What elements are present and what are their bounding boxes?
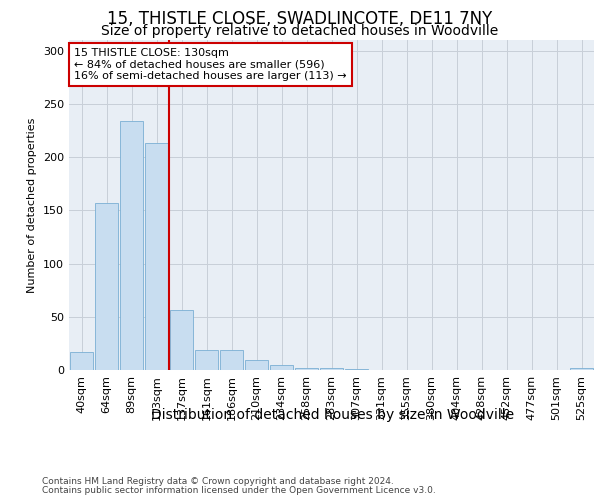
Bar [269, 364, 293, 370]
Text: Distribution of detached houses by size in Woodville: Distribution of detached houses by size … [151, 408, 515, 422]
Bar [194, 350, 218, 370]
Text: 15, THISTLE CLOSE, SWADLINCOTE, DE11 7NY: 15, THISTLE CLOSE, SWADLINCOTE, DE11 7NY [107, 10, 493, 28]
Bar [320, 368, 343, 370]
Text: Contains public sector information licensed under the Open Government Licence v3: Contains public sector information licen… [42, 486, 436, 495]
Bar [95, 203, 118, 370]
Bar [119, 121, 143, 370]
Bar [145, 144, 169, 370]
Bar [220, 350, 244, 370]
Text: 15 THISTLE CLOSE: 130sqm
← 84% of detached houses are smaller (596)
16% of semi-: 15 THISTLE CLOSE: 130sqm ← 84% of detach… [74, 48, 347, 82]
Text: Size of property relative to detached houses in Woodville: Size of property relative to detached ho… [101, 24, 499, 38]
Bar [569, 368, 593, 370]
Text: Contains HM Land Registry data © Crown copyright and database right 2024.: Contains HM Land Registry data © Crown c… [42, 477, 394, 486]
Bar [170, 310, 193, 370]
Bar [344, 369, 368, 370]
Bar [245, 360, 268, 370]
Bar [295, 368, 319, 370]
Y-axis label: Number of detached properties: Number of detached properties [28, 118, 37, 292]
Bar [70, 352, 94, 370]
